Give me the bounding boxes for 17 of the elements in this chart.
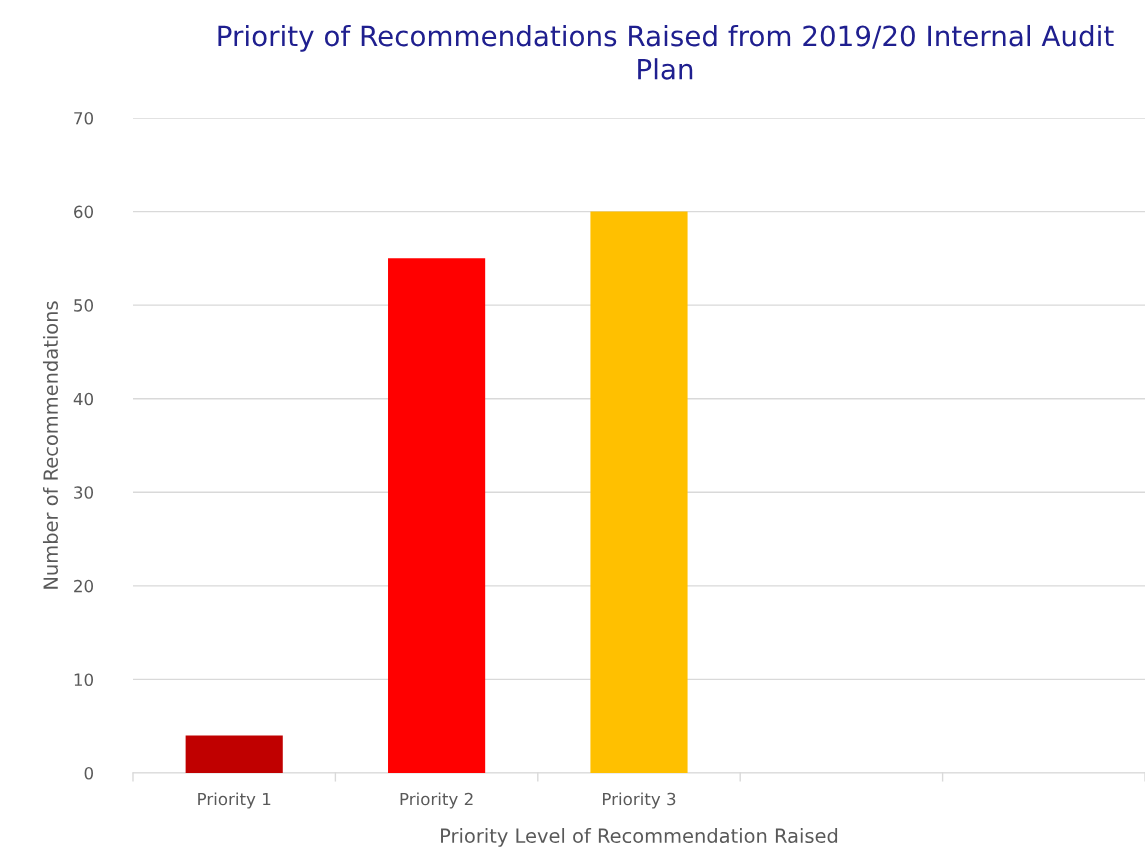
bar	[590, 211, 688, 773]
y-tick-label: 70	[74, 111, 93, 125]
chart-title: Priority of Recommendations Raised from 2019/20 Internal Audit Plan	[218, 24, 1114, 80]
y-tick-label: 0	[84, 766, 93, 780]
x-axis-title: Priority Level of Recommendation Raised	[441, 828, 838, 847]
x-tick-label: Priority 3	[603, 792, 676, 809]
bar	[185, 735, 283, 773]
y-axis-title: Number of Recommendations	[42, 301, 59, 589]
y-tick-label: 10	[74, 673, 93, 686]
y-tick-label: 60	[74, 205, 93, 219]
y-tick-label: 40	[73, 392, 93, 406]
y-tick-label: 50	[74, 299, 93, 312]
y-tick-label: 20	[74, 579, 93, 593]
bar	[388, 258, 486, 773]
y-tick-label: 30	[74, 486, 93, 499]
x-tick-label: Priority 2	[400, 792, 473, 809]
x-tick-label: Priority 1	[198, 792, 271, 809]
